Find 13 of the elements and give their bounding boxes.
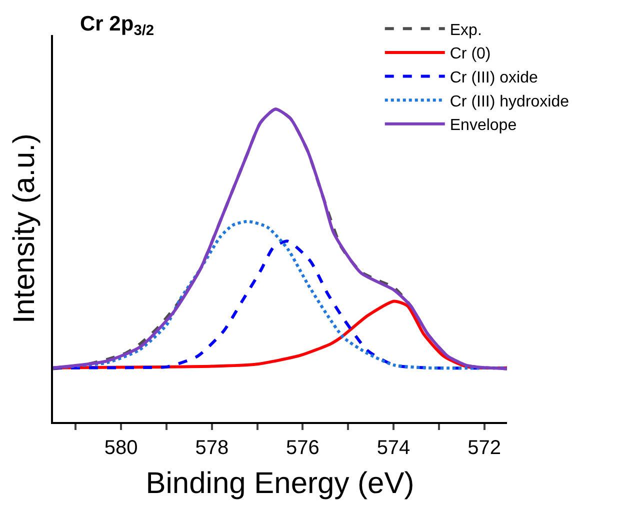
- legend-label: Cr (III) hydroxide: [450, 93, 570, 110]
- x-tick-label: 578: [195, 436, 229, 459]
- x-tick-label: 576: [286, 436, 320, 459]
- legend-label: Cr (0): [450, 46, 491, 63]
- x-axis-title: Binding Energy (eV): [146, 466, 414, 500]
- y-axis-title: Intensity (a.u.): [8, 133, 41, 324]
- chart-title: Cr 2p$_{3/2}$: [80, 12, 154, 39]
- x-tick-label: 574: [376, 436, 410, 459]
- legend-label: Envelope: [450, 117, 517, 134]
- x-tick-label: 580: [104, 436, 138, 459]
- legend-label: Cr (III) oxide: [450, 70, 538, 87]
- legend-label: Exp.: [450, 22, 482, 39]
- x-tick-label: 572: [468, 436, 501, 459]
